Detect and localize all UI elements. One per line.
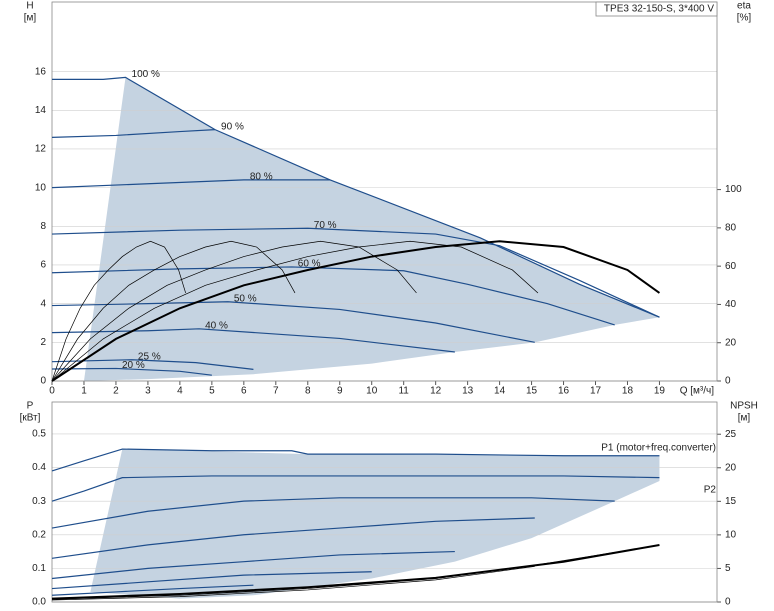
plot-frame: [51, 1, 718, 382]
y-tick-label: 12: [35, 144, 47, 155]
y2-axis-unit: [м]: [738, 413, 751, 424]
curve: [51, 129, 216, 138]
curve: [51, 240, 661, 382]
y-tick-label: 8: [40, 221, 46, 232]
curve: [51, 497, 615, 529]
curve-label: 40 %: [205, 320, 228, 331]
x-tick-label: 7: [273, 386, 279, 397]
y2-tick-label: 0: [725, 597, 731, 608]
y2-tick-label: 80: [725, 223, 737, 234]
curve: [52, 76, 660, 318]
operating-area: [83, 77, 660, 381]
y2-tick-label: 60: [725, 261, 737, 272]
y-tick-label: 4: [40, 298, 46, 309]
y-tick-label: 0.0: [32, 597, 46, 608]
x-tick-label: 10: [366, 386, 378, 397]
chart-title: TPE3 32-150-S, 3*400 V: [604, 4, 714, 15]
curve: [51, 584, 254, 596]
y-tick-label: 0.4: [32, 462, 46, 473]
y2-tick-label: 40: [725, 299, 737, 310]
x-tick-label: 17: [590, 386, 602, 397]
x-tick-label: 1: [81, 386, 87, 397]
curve-label: 20 %: [122, 360, 145, 371]
x-tick-label: 13: [462, 386, 474, 397]
x-tick-label: 0: [49, 386, 55, 397]
y2-tick-label: 100: [725, 184, 742, 195]
y-tick-label: 0.5: [32, 429, 46, 440]
x-tick-label: 16: [558, 386, 570, 397]
curve: [51, 240, 417, 382]
y2-axis-unit: [%]: [737, 13, 752, 24]
y-tick-label: 0: [40, 376, 46, 387]
y-tick-label: 6: [40, 260, 46, 271]
y2-tick-label: 0: [725, 376, 731, 387]
y2-tick-label: 20: [725, 337, 737, 348]
y-axis-label: P: [27, 401, 34, 412]
x-tick-label: 18: [622, 386, 634, 397]
y2-tick-label: 20: [725, 462, 737, 473]
x-tick-label: 5: [209, 386, 215, 397]
plot-frame: [51, 401, 718, 603]
y-tick-label: 0.2: [32, 529, 46, 540]
curve: [51, 179, 331, 189]
curve-label: 90 %: [221, 121, 244, 132]
y-tick-label: 16: [35, 66, 47, 77]
x-tick-label: 12: [430, 386, 442, 397]
x-tick-label: 11: [398, 386, 409, 397]
x-tick-label: 3: [145, 386, 151, 397]
x-tick-label: 15: [526, 386, 538, 397]
title-box: [595, 1, 718, 17]
x-tick-label: 9: [337, 386, 343, 397]
curve: [51, 240, 539, 382]
curve-label: 80 %: [250, 172, 273, 183]
x-tick-label: 19: [654, 386, 666, 397]
y-tick-label: 14: [35, 105, 47, 116]
x-tick-label: 4: [177, 386, 183, 397]
x-axis-label: Q [м³/ч]: [680, 386, 715, 397]
curve: [51, 240, 296, 382]
y-axis-unit: [кВт]: [20, 413, 41, 424]
y2-tick-label: 10: [725, 530, 737, 541]
curve: [51, 240, 186, 382]
curve: [51, 566, 535, 601]
curve: [51, 301, 535, 343]
y2-axis-label: NPSH: [730, 401, 758, 412]
y-axis-label: H: [26, 1, 33, 12]
curve-label: P2: [704, 484, 717, 495]
y2-tick-label: 15: [725, 496, 737, 507]
curve: [51, 550, 455, 580]
operating-area: [90, 449, 660, 599]
x-tick-label: 14: [494, 386, 506, 397]
curve-label: 100 %: [132, 69, 160, 80]
y-tick-label: 10: [35, 182, 47, 193]
y-tick-label: 0.3: [32, 496, 46, 507]
y2-axis-label: eta: [737, 1, 751, 12]
y2-tick-label: 5: [725, 563, 731, 574]
curve: [51, 543, 660, 600]
curve-label: 70 %: [314, 220, 337, 231]
curve-label: P1 (motor+freq.converter): [601, 442, 716, 453]
curve: [51, 448, 660, 472]
curve: [51, 359, 254, 370]
curve: [51, 571, 372, 590]
y-axis-unit: [м]: [24, 13, 37, 24]
y2-tick-label: 25: [725, 429, 737, 440]
curve: [51, 475, 660, 502]
x-tick-label: 6: [241, 386, 247, 397]
curve: [51, 227, 660, 318]
y-tick-label: 0.1: [32, 563, 46, 574]
y-tick-label: 2: [40, 337, 46, 348]
x-tick-label: 8: [305, 386, 311, 397]
curve: [51, 551, 615, 600]
curve: [51, 266, 615, 326]
curve-label: 50 %: [234, 293, 257, 304]
x-tick-label: 2: [113, 386, 119, 397]
curve-label: 60 %: [298, 259, 321, 270]
curve: [51, 367, 212, 376]
curve: [51, 517, 535, 559]
curve-label: 25 %: [138, 351, 161, 362]
